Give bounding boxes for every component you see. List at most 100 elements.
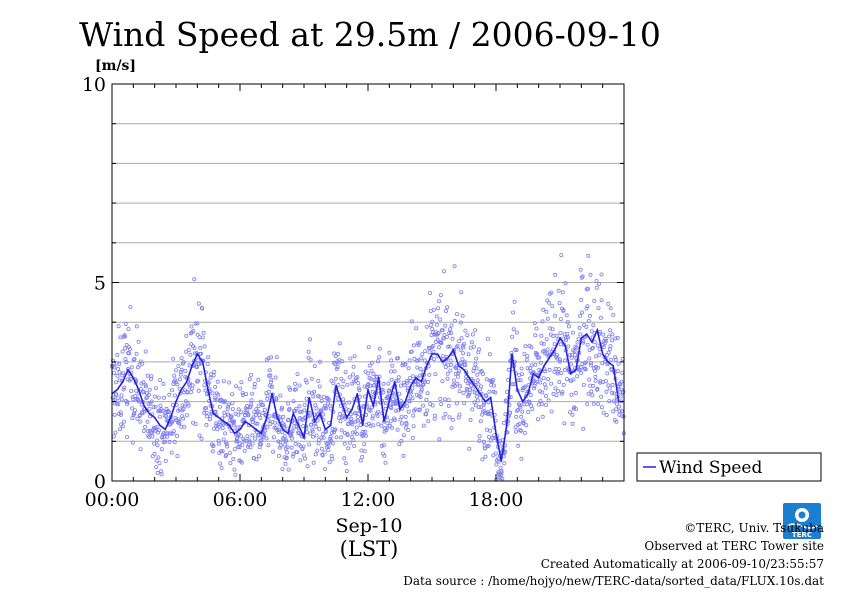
raw-data-point: [446, 344, 451, 349]
raw-data-point: [426, 379, 431, 384]
raw-data-point: [486, 412, 491, 417]
raw-data-point: [410, 396, 415, 401]
raw-data-point: [473, 328, 478, 333]
raw-data-point: [455, 381, 460, 386]
raw-data-point: [593, 368, 598, 373]
raw-data-point: [395, 356, 400, 361]
raw-data-point: [578, 313, 583, 318]
raw-data-point: [528, 392, 533, 397]
raw-data-point: [211, 443, 216, 448]
raw-data-point: [171, 429, 176, 434]
data-point: [244, 420, 247, 423]
raw-data-point: [366, 345, 371, 350]
raw-data-point: [309, 422, 314, 427]
raw-data-point: [415, 365, 420, 370]
raw-data-point: [368, 423, 373, 428]
raw-data-point: [392, 392, 397, 397]
raw-data-point: [471, 344, 476, 349]
raw-data-point: [245, 434, 250, 439]
data-point: [185, 381, 188, 383]
raw-data-point: [148, 376, 153, 381]
raw-data-point: [369, 368, 374, 373]
raw-data-point: [118, 410, 123, 415]
raw-data-point: [397, 442, 402, 447]
raw-data-point: [418, 367, 423, 372]
x-axis-label: (LST): [340, 537, 399, 561]
raw-data-point: [113, 430, 118, 435]
raw-data-point: [229, 392, 234, 397]
raw-data-point: [285, 450, 290, 455]
raw-data-point: [500, 476, 505, 481]
raw-data-point: [281, 424, 286, 429]
raw-data-point: [340, 384, 345, 389]
raw-data-point: [205, 355, 210, 360]
raw-data-point: [205, 361, 210, 366]
raw-data-point: [277, 445, 282, 450]
raw-data-point: [417, 340, 422, 345]
raw-data-point: [291, 451, 296, 456]
raw-data-point: [291, 399, 296, 404]
raw-data-point: [444, 357, 449, 362]
raw-data-point: [446, 398, 451, 403]
raw-data-point: [583, 367, 588, 372]
raw-data-point: [550, 327, 555, 332]
raw-data-point: [548, 326, 553, 331]
raw-data-point: [469, 340, 474, 345]
raw-data-point: [585, 304, 590, 309]
raw-data-point: [454, 364, 459, 369]
raw-data-point: [342, 441, 347, 446]
raw-data-point: [282, 442, 287, 447]
raw-data-point: [570, 421, 575, 426]
raw-data-point: [449, 362, 454, 367]
raw-data-point: [550, 304, 555, 309]
raw-data-point: [426, 419, 431, 424]
raw-data-point: [210, 391, 215, 396]
raw-data-point: [389, 358, 394, 363]
data-point: [351, 408, 353, 411]
raw-data-point: [279, 405, 284, 410]
raw-data-point: [317, 359, 322, 364]
raw-data-point: [252, 381, 257, 386]
raw-data-point: [599, 272, 604, 277]
raw-data-point: [193, 421, 198, 426]
raw-data-point: [333, 427, 338, 432]
raw-data-point: [594, 364, 599, 369]
raw-data-point: [210, 449, 215, 454]
raw-data-point: [511, 310, 516, 315]
raw-data-point: [576, 337, 581, 342]
raw-data-point: [619, 409, 624, 414]
raw-data-point: [567, 353, 572, 358]
raw-data-point: [196, 358, 201, 363]
raw-data-point: [549, 381, 554, 386]
raw-data-point: [440, 379, 445, 384]
raw-data-point: [553, 386, 558, 391]
raw-data-point: [611, 312, 616, 317]
raw-data-point: [175, 453, 180, 458]
raw-data-point: [540, 319, 545, 324]
raw-data-point: [181, 416, 186, 421]
raw-data-point: [119, 397, 124, 402]
raw-data-point: [133, 393, 138, 398]
raw-data-point: [262, 428, 267, 433]
raw-data-point: [519, 456, 524, 461]
raw-data-point: [274, 397, 279, 402]
raw-data-point: [302, 456, 307, 461]
data-point: [468, 377, 471, 379]
data-point: [575, 369, 577, 371]
data-point: [596, 329, 599, 331]
raw-data-point: [438, 340, 443, 345]
raw-data-point: [447, 330, 452, 335]
data-point: [479, 392, 481, 395]
raw-data-point: [202, 383, 207, 388]
raw-data-point: [398, 383, 403, 388]
raw-data-point: [160, 434, 165, 439]
raw-data-point: [450, 336, 455, 341]
raw-data-point: [116, 366, 121, 371]
raw-data-point: [157, 461, 162, 466]
raw-data-point: [433, 372, 438, 377]
raw-data-point: [539, 402, 544, 407]
raw-data-point: [409, 319, 414, 324]
data-point: [303, 436, 305, 439]
raw-data-point: [287, 406, 292, 411]
raw-data-point: [239, 410, 244, 415]
